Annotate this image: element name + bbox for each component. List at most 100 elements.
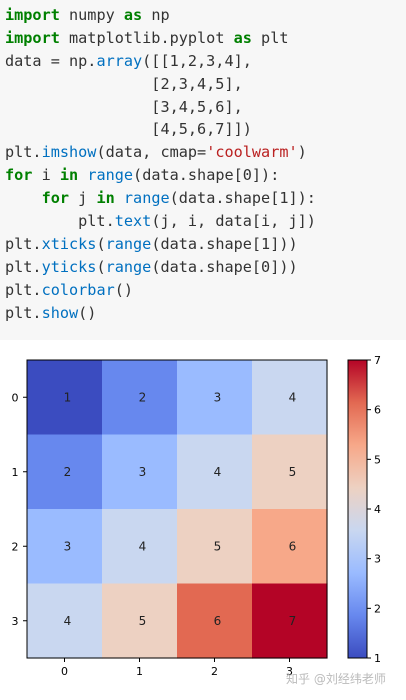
colorbar-tick-label: 2 [374,602,381,615]
code-token: i [32,166,60,185]
code-token: import [5,28,60,47]
code-token: plt. [5,303,42,322]
colorbar-tick-label: 6 [374,404,381,417]
heatmap-cell [102,360,178,436]
cell-value: 4 [289,390,297,404]
code-token: for [5,166,33,185]
y-tick-label: 3 [12,615,19,628]
code-token: data = np. [5,51,97,70]
code-token [78,166,87,184]
code-token: numpy [59,6,124,24]
x-tick-label: 0 [61,665,68,678]
cell-value: 4 [64,614,72,628]
code-token: () [78,303,97,322]
code-token [5,189,42,207]
cell-value: 3 [139,465,147,479]
colorbar-tick-label: 3 [374,553,381,566]
code-line: plt.colorbar() [5,279,316,302]
code-token: range [123,189,170,208]
heatmap-cell [27,434,103,510]
cell-value: 2 [139,390,147,404]
cell-value: 5 [289,465,297,479]
y-tick-label: 2 [12,540,19,553]
code-token: plt. [5,280,42,299]
code-line: plt.xticks(range(data.shape[1])) [5,233,316,256]
code-token: imshow [41,143,97,162]
heatmap-cell [102,509,178,585]
code-token: [2,3,4,5], [5,74,243,93]
heatmap-cell [27,360,103,436]
code-block: import numpy as np import matplotlib.pypl… [5,4,316,324]
heatmap-cell [252,434,328,510]
cell-value: 4 [214,465,222,479]
y-tick-label: 1 [12,466,19,479]
code-token: j [69,189,97,208]
cell-value: 6 [289,539,297,553]
code-token: in [96,189,115,208]
code-token: ( [96,257,106,276]
heatmap-cell [177,583,253,659]
cell-value: 5 [214,539,222,553]
code-token: [4,5,6,7]]) [5,120,252,139]
x-tick-label: 3 [286,665,293,678]
code-token: show [41,303,79,322]
code-token: (data, cmap= [96,143,207,162]
watermark: 知乎 @刘经纬老师 [286,672,386,686]
code-line: import numpy as np [5,4,316,27]
cell-value: 4 [139,539,147,553]
code-token: import [5,6,60,24]
colorbar-tick-label: 1 [374,652,381,665]
colorbar-tick-label: 4 [374,503,381,516]
code-line: plt.imshow(data, cmap='coolwarm') [5,141,316,164]
heatmap-cell [27,583,103,659]
code-token: in [59,166,79,185]
code-token: [3,4,5,6], [5,97,243,116]
code-line: import matplotlib.pyplot as plt [5,27,316,50]
code-token: ( [96,234,106,253]
code-token: array [96,51,143,70]
heatmap-cell [102,583,178,659]
cell-value: 3 [214,390,222,404]
code-cell[interactable]: import numpy as np import matplotlib.pypl… [0,0,406,340]
cell-value: 7 [289,614,297,628]
heatmap-cell [252,360,328,436]
code-token: plt. [5,212,115,231]
code-token: np [142,6,170,24]
code-line: for j in range(data.shape[1]): [5,187,316,210]
code-line: [4,5,6,7]]) [5,118,316,141]
code-token: ) [297,143,307,162]
heatmap-cell [177,509,253,585]
code-token: () [114,280,134,299]
code-token: plt. [5,234,42,253]
cell-value: 6 [214,614,222,628]
heatmap-cell [27,509,103,585]
code-token: as [233,28,252,47]
cell-value: 1 [64,390,72,404]
heatmap-cell [177,434,253,510]
x-tick-label: 2 [211,665,218,678]
code-token: yticks [41,257,97,276]
code-token: (data.shape[1]): [169,189,316,208]
code-line: plt.yticks(range(data.shape[0])) [5,256,316,279]
code-token: as [123,6,143,24]
y-tick-label: 0 [12,391,19,404]
code-token: (data.shape[0]): [133,166,280,185]
code-line: [2,3,4,5], [5,73,316,96]
colorbar [347,359,368,659]
code-line: [3,4,5,6], [5,96,316,119]
cell-value: 3 [64,539,72,553]
heatmap-cell [252,583,328,659]
heatmap-cell [252,509,328,585]
code-token: (j, i, data[i, j]) [151,212,316,231]
code-line: plt.show() [5,302,316,325]
code-token: for [41,189,70,208]
code-line: data = np.array([[1,2,3,4], [5,50,316,73]
code-token [115,189,124,207]
cell-value: 5 [139,614,147,628]
code-token: (data.shape[0])) [151,257,298,276]
code-token: text [114,212,152,231]
code-token: plt. [5,257,42,276]
code-line: plt.text(j, i, data[i, j]) [5,210,316,233]
code-token: plt. [5,143,42,162]
code-token: (data.shape[1])) [151,234,298,253]
